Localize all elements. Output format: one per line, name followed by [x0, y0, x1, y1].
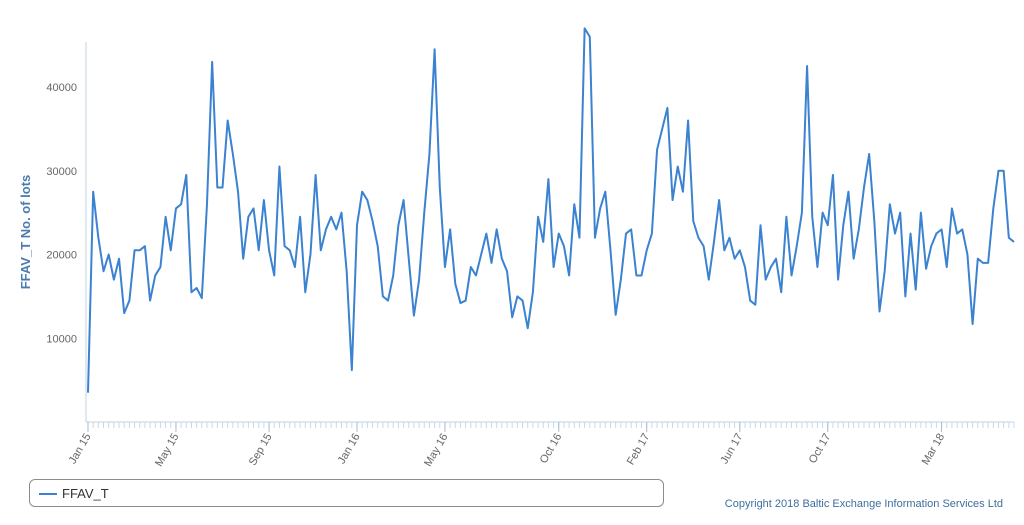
x-tick-label: Jan 16 — [336, 432, 363, 467]
x-tick-label: Feb 17 — [625, 432, 653, 468]
x-axis: Jan 15 May 15 Sep 15 Jan 16 May 16 Oct 16 Feb … — [67, 421, 1015, 469]
x-tick-label: Jun 17 — [719, 432, 746, 467]
x-tick-label: Oct 16 — [538, 432, 565, 466]
legend-label-ffav-t[interactable]: FFAV_T — [62, 486, 109, 501]
x-tick-label: Jan 15 — [67, 432, 94, 467]
x-tick-label: May 16 — [422, 432, 450, 469]
x-tick-label: Sep 15 — [247, 432, 275, 468]
x-tick-label: May 15 — [153, 432, 181, 469]
y-axis: 10000 20000 30000 40000 — [46, 42, 87, 422]
legend-swatch-ffav-t — [39, 493, 57, 495]
legend: FFAV_T — [29, 479, 664, 507]
x-tick-label: Oct 17 — [807, 432, 834, 466]
y-tick-label: 30000 — [46, 166, 77, 178]
y-tick-label: 10000 — [46, 333, 77, 345]
x-tick-label: Mar 18 — [920, 432, 948, 468]
series-line-ffav-t[interactable] — [87, 27, 1015, 393]
y-tick-label: 40000 — [46, 82, 77, 94]
series-layer — [87, 27, 1015, 393]
y-tick-label: 20000 — [46, 250, 77, 262]
copyright-text: Copyright 2018 Baltic Exchange Informati… — [724, 498, 1003, 510]
y-axis-title: FFAV_T No. of lots — [18, 175, 33, 290]
